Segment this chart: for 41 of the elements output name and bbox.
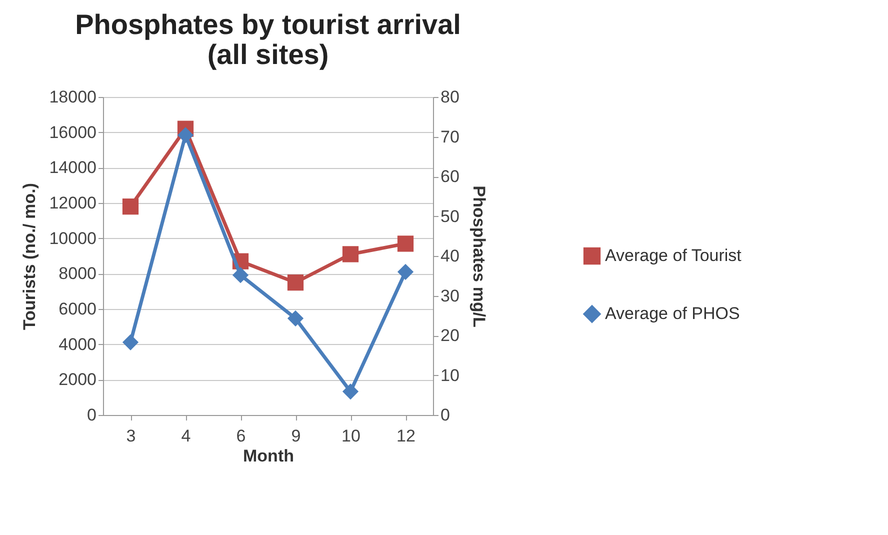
y-tick-label: 10000 [49,228,96,248]
point [232,267,249,284]
point [397,236,414,252]
y2-tick-label: 60 [440,167,460,186]
y-tick-label: 8000 [58,264,96,284]
point [122,198,139,215]
point [397,264,414,280]
point [342,246,359,262]
legend-label: Average of PHOS [605,304,740,323]
y-tick-label: 14000 [49,158,96,178]
point [287,274,304,291]
x-tick-label: 3 [126,426,136,446]
y2-tick-label: 20 [440,326,460,345]
chart-title: Phosphates by tourist arrival (all sites) [75,9,461,70]
y2-tick-label: 50 [440,206,460,226]
y2-tick-label: 10 [440,366,460,385]
y-tick-label: 18000 [49,88,96,106]
x-tick-label: 12 [396,426,416,446]
y2-tick-label: 0 [440,406,450,424]
y2-axis-title: Phosphates mg/L [469,186,488,328]
point [342,383,359,400]
legend-label: Average of Tourist [605,246,742,265]
point [287,310,304,326]
y-axis-title: Tourists (no./ mo.) [20,182,40,330]
x-tick-label: 9 [291,426,301,446]
y-tick-label: 2000 [58,370,96,390]
y-tick-label: 16000 [49,122,96,142]
y-tick-label: 12000 [49,194,96,212]
point [177,127,194,144]
y2-tick-label: 40 [440,246,460,266]
point [122,334,139,350]
x-axis-title: Month [243,446,294,466]
y2-tick-label: 80 [440,88,460,106]
x-tick-label: 6 [236,426,246,446]
x-tick-label: 4 [181,426,191,446]
y-tick-label: 6000 [58,300,96,318]
y-tick-label: 0 [87,406,96,424]
x-tick-label: 10 [342,426,360,446]
y2-tick-label: 70 [440,127,460,146]
y2-tick-label: 30 [440,286,460,306]
y-tick-label: 4000 [58,334,96,354]
